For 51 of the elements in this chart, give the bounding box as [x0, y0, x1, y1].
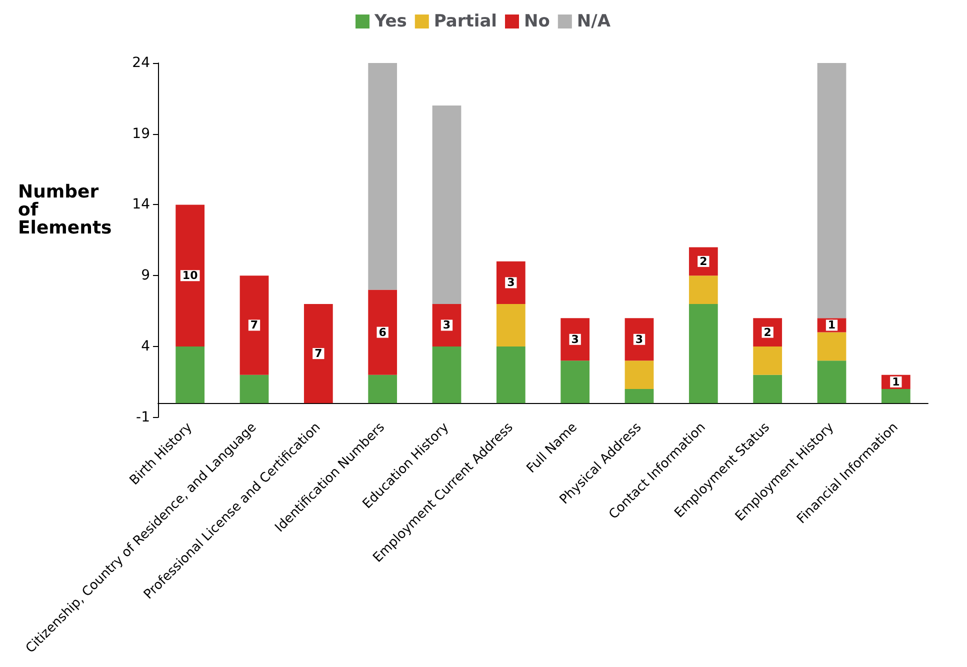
bar [688, 276, 718, 304]
data-label: 3 [635, 332, 644, 346]
y-tick-label: 4 [141, 338, 150, 354]
y-tick-label: 14 [132, 196, 150, 213]
data-label: 10 [182, 269, 198, 282]
data-label: 3 [507, 276, 515, 290]
bar [688, 304, 718, 404]
bar [368, 290, 398, 375]
data-label: 3 [442, 318, 451, 332]
bar [432, 304, 462, 346]
legend-label: Yes [373, 12, 407, 32]
bar [240, 276, 269, 375]
bar [624, 389, 654, 404]
bar [624, 360, 654, 390]
data-label: 1 [892, 375, 900, 388]
bar [368, 63, 398, 290]
bar [496, 261, 526, 304]
data-label: 7 [314, 347, 322, 360]
y-tick-label: 19 [132, 126, 150, 142]
bar [432, 346, 462, 404]
data-label: 7 [250, 318, 258, 332]
data-label: 6 [378, 326, 387, 339]
bar [560, 360, 590, 404]
bar [496, 346, 526, 404]
data-label: 2 [700, 254, 708, 268]
y-tick-label: 24 [132, 55, 150, 71]
y-axis-title: Number of Elements [18, 182, 112, 238]
bar [817, 63, 846, 318]
legend-label: N/A [576, 12, 612, 32]
bar [176, 346, 205, 404]
legend-label: Partial [434, 12, 498, 32]
bar [817, 360, 846, 404]
bar [560, 318, 590, 361]
data-label: 3 [571, 332, 579, 346]
bar [817, 332, 846, 361]
bar [753, 374, 782, 404]
bar [753, 346, 782, 375]
bar [753, 318, 782, 346]
bar [240, 374, 269, 404]
bar [432, 106, 462, 304]
bar [176, 204, 205, 346]
data-label: 2 [764, 326, 772, 339]
bar [881, 389, 910, 404]
y-tick-label: -1 [136, 409, 150, 426]
data-label: 1 [828, 318, 836, 332]
bar [368, 374, 398, 404]
bar [624, 318, 654, 361]
bar [304, 304, 333, 404]
y-tick-label: 9 [141, 268, 150, 284]
legend-label: No [524, 12, 550, 32]
bar [496, 304, 526, 346]
